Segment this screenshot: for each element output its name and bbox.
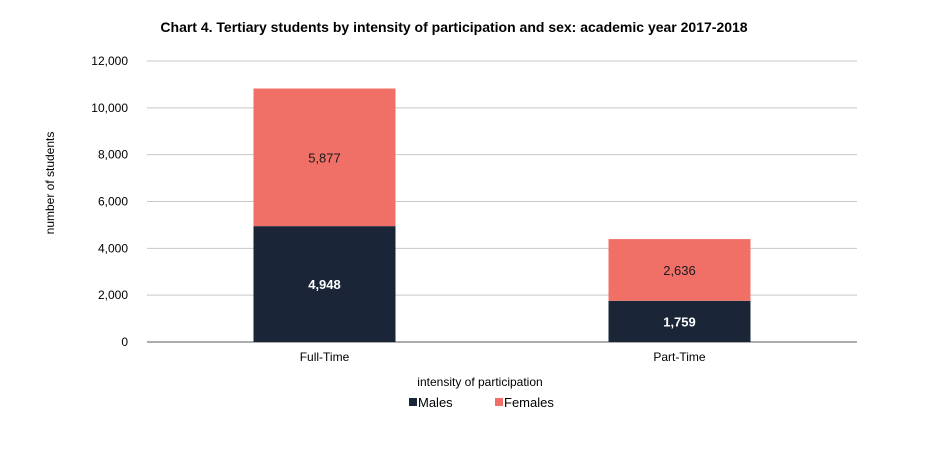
y-axis-ticks: 0 2,000 4,000 6,000 8,000 10,000 12,000 [91,54,128,349]
legend-label-females: Females [504,395,554,410]
bars: 4,948 5,877 1,759 2,636 [253,88,751,342]
legend-swatch-females [495,398,503,406]
legend: Males Females [409,395,554,410]
bar-males-full-time [253,226,396,342]
x-tick-label: Part-Time [653,350,706,364]
y-axis-label: number of students [43,132,57,235]
data-label: 1,759 [663,314,696,329]
y-tick-label: 8,000 [98,148,128,162]
x-tick-label: Full-Time [300,350,350,364]
data-label: 4,948 [308,277,341,292]
y-tick-label: 4,000 [98,241,128,255]
legend-label-males: Males [418,395,453,410]
data-label: 2,636 [663,263,696,278]
bar-females-part-time [608,239,751,301]
chart-title: Chart 4. Tertiary students by intensity … [160,19,747,35]
bar-females-full-time [253,88,396,227]
x-axis-label: intensity of participation [417,375,542,389]
bar-males-part-time [608,300,751,342]
x-axis-ticks: Full-Time Part-Time [300,350,706,364]
y-tick-label: 12,000 [91,54,128,68]
y-tick-label: 6,000 [98,195,128,209]
y-tick-label: 2,000 [98,288,128,302]
y-tick-label: 0 [121,335,128,349]
y-tick-label: 10,000 [91,101,128,115]
data-label: 5,877 [308,150,341,165]
legend-swatch-males [409,398,417,406]
